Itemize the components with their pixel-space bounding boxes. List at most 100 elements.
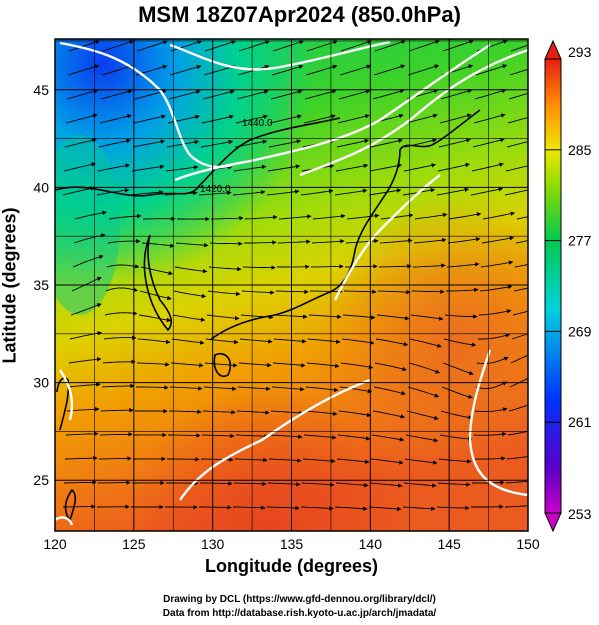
streamline (300, 188, 334, 196)
streamline (473, 113, 506, 124)
streamline (242, 265, 276, 270)
streamline (335, 482, 369, 488)
streamline (472, 480, 505, 485)
streamline (268, 139, 302, 148)
streamline (102, 359, 136, 365)
streamline (65, 431, 99, 436)
streamline (378, 263, 412, 269)
streamline (472, 456, 506, 461)
streamline (340, 362, 374, 370)
streamline (277, 239, 311, 244)
streamline (239, 338, 273, 344)
streamline (377, 289, 411, 295)
streamline (408, 39, 441, 52)
streamline (100, 407, 134, 413)
streamline (131, 164, 165, 172)
streamline (339, 386, 373, 394)
streamline (376, 314, 410, 321)
streamline (369, 482, 403, 488)
streamline (509, 377, 528, 388)
streamline (515, 240, 528, 244)
streamline (204, 362, 238, 368)
streamline (64, 138, 97, 148)
streamline (232, 505, 266, 510)
streamline (101, 64, 134, 76)
y-axis-label: Latitude (degrees) (0, 207, 20, 364)
streamline (309, 289, 343, 294)
streamline (335, 163, 369, 172)
streamline (266, 505, 300, 511)
streamline (62, 186, 95, 196)
streamline (410, 314, 444, 321)
streamline (132, 139, 166, 148)
streamline (232, 190, 266, 196)
streamline (506, 456, 528, 460)
streamline (199, 505, 232, 510)
streamline (69, 330, 103, 340)
streamline (103, 335, 137, 340)
streamline (440, 410, 473, 420)
streamline (507, 116, 528, 124)
streamline (202, 409, 236, 415)
streamline (97, 163, 131, 172)
streamline (336, 458, 370, 464)
streamline (506, 141, 528, 148)
streamline (238, 40, 271, 52)
streamline (508, 92, 528, 100)
contour-label-1440: 1440.0 (242, 118, 273, 129)
streamline (370, 458, 404, 465)
streamline (406, 410, 439, 421)
colorbar: 293 285 277 269 261 253 (544, 39, 592, 533)
streamline (202, 89, 235, 100)
streamline (273, 338, 307, 344)
streamline (370, 138, 403, 148)
streamline (244, 214, 278, 220)
streamline (137, 338, 171, 345)
streamline (371, 434, 405, 442)
streamline (446, 262, 480, 268)
streamline (301, 482, 335, 487)
y-tick-label: 40 (33, 179, 49, 195)
streamline (338, 89, 371, 100)
credit-data: Data from http://database.rish.kyoto-u.a… (162, 608, 437, 619)
streamline (271, 386, 305, 392)
colorbar-tick-label: 269 (568, 323, 592, 339)
colorbar-tick-label: 293 (568, 44, 592, 60)
streamline (442, 362, 474, 376)
streamline (478, 309, 512, 316)
streamline (63, 162, 96, 172)
streamline (104, 311, 138, 316)
streamline (478, 333, 511, 340)
streamline (233, 164, 267, 172)
streamline (368, 188, 402, 196)
streamline (139, 290, 172, 301)
streamline (99, 114, 132, 124)
colorbar-bottom-arrow (544, 512, 562, 533)
streamline (409, 338, 442, 348)
streamline (136, 40, 169, 52)
streamline (505, 165, 528, 172)
colorbar-top-arrow (544, 39, 562, 60)
streamline (210, 215, 244, 221)
x-tick-label: 150 (516, 536, 540, 552)
streamline (337, 114, 370, 124)
streamline (268, 458, 302, 463)
streamline (101, 383, 135, 389)
streamline (266, 189, 300, 196)
streamline (312, 213, 346, 220)
streamline (175, 242, 209, 248)
streamline (200, 457, 234, 462)
streamline (346, 213, 380, 220)
x-tick-label: 145 (437, 536, 461, 552)
streamline (269, 114, 302, 124)
streamline (447, 237, 481, 244)
streamline (65, 113, 98, 124)
page-title: MSM 18Z07Apr2024 (850.0hPa) (138, 2, 461, 27)
streamline (200, 481, 233, 486)
streamline (413, 237, 447, 244)
streamline (437, 162, 471, 172)
streamline (438, 458, 472, 464)
streamline (169, 64, 202, 76)
streamline (404, 458, 438, 465)
streamline (375, 338, 409, 347)
